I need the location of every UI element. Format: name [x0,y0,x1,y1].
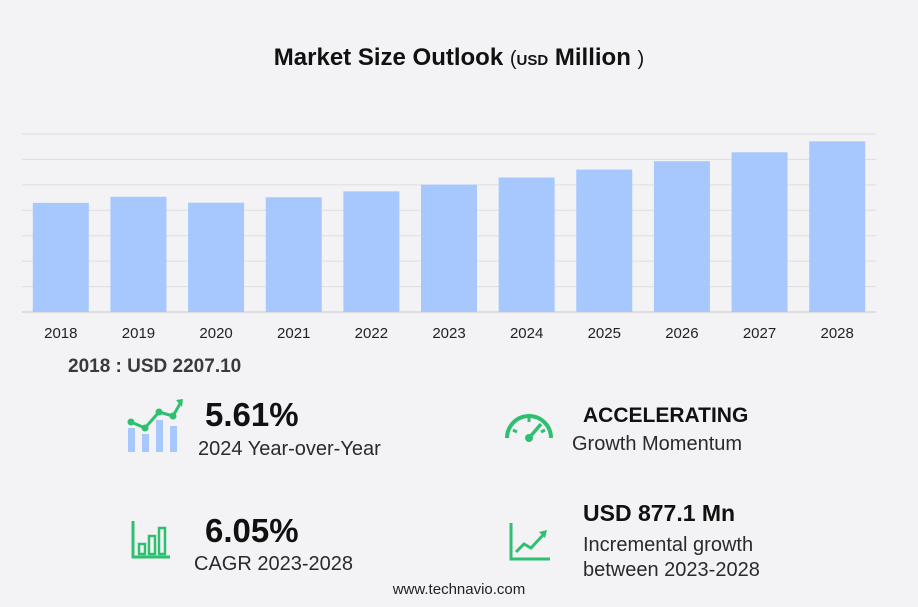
growth-chart-icon [127,399,183,452]
chart-title: Market Size Outlook (USD Million ) [0,44,918,72]
yoy-growth-value: 5.61% [205,396,299,433]
x-tick-label-2026: 2026 [665,325,698,342]
x-tick-label-2025: 2025 [588,325,621,342]
cagr-value: 6.05% [205,512,299,549]
bar-2022 [343,191,400,312]
bar-2018 [32,202,89,312]
incremental-label-2: between 2023-2028 [583,559,760,581]
bar-2024 [498,177,555,312]
bar-2021 [265,197,322,312]
market-size-bar-chart: 2018 2019 2020 2021 2022 2023 2024 2025 2026 2027… [22,133,876,342]
momentum-label: Growth Momentum [572,433,743,455]
bar-chart-icon [131,521,170,559]
x-tick-label-2021: 2021 [277,325,310,342]
x-tick-label-2028: 2028 [820,325,853,342]
x-tick-label-2018: 2018 [44,325,77,342]
yoy-growth-label: 2024 Year-over-Year [198,438,381,460]
cagr-label: CAGR 2023-2028 [194,553,353,575]
source-footer: www.technavio.com [392,581,526,598]
bar-2027 [731,152,788,312]
x-tick-label-2022: 2022 [355,325,388,342]
base-year-value: 2018 : USD 2207.10 [68,356,242,377]
incremental-label-1: Incremental growth [583,534,754,556]
title-unit-small: USD [516,52,549,69]
bar-2019 [110,196,167,312]
title-unit-word: Million [554,44,631,71]
x-tick-label-2024: 2024 [510,325,543,342]
x-tick-label-2019: 2019 [122,325,155,342]
momentum-status: ACCELERATING [583,404,749,427]
x-tick-label-2027: 2027 [743,325,776,342]
title-main: Market Size Outlook [273,44,504,71]
speedometer-icon [505,414,553,442]
bar-2023 [421,184,477,312]
bar-2025 [576,169,633,312]
line-chart-icon [509,523,550,561]
title-unit-close: ) [637,48,645,70]
bar-2026 [653,161,710,312]
x-tick-label-2020: 2020 [199,325,232,342]
bar-2028 [809,141,866,312]
bar-2020 [188,202,245,312]
x-tick-label-2023: 2023 [432,325,465,342]
incremental-value: USD 877.1 Mn [583,500,736,526]
title-unit-open: ( [509,48,517,70]
